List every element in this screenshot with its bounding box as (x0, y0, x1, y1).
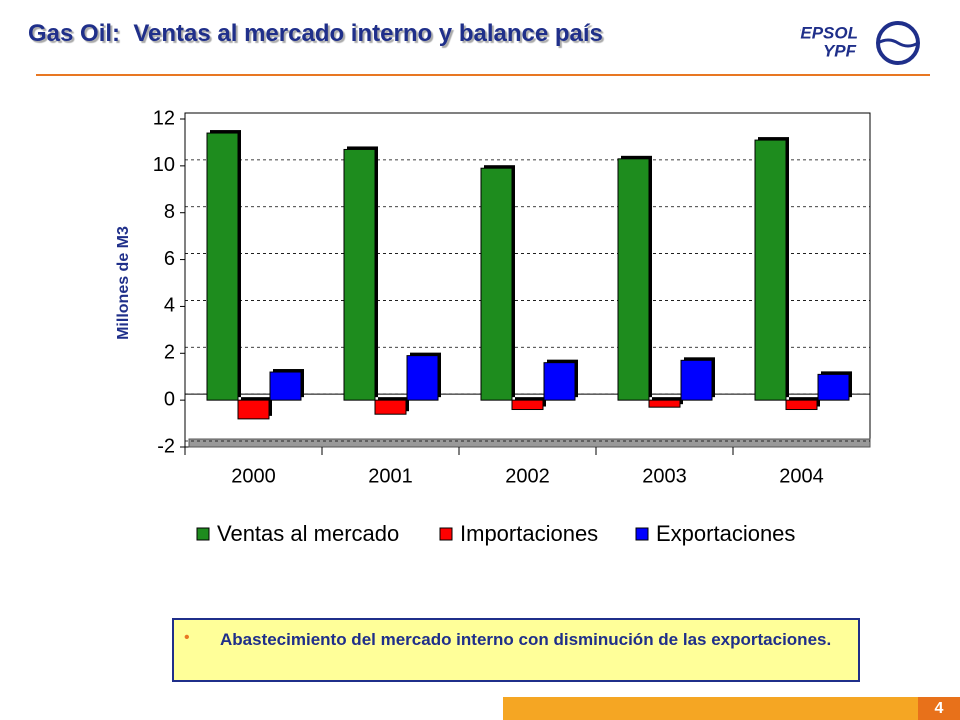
logo: REPSOL YPF (800, 21, 920, 65)
bar (237, 399, 270, 420)
legend-label: Importaciones (460, 521, 598, 546)
y-tick-label: -2 (157, 435, 175, 457)
legend-swatch (439, 527, 453, 541)
y-tick-label: 8 (164, 201, 175, 223)
logo-text: YPF (823, 41, 857, 60)
chart: -2 0 2 4 6 8 10 12 Millones de M3 2000 2001 2002 200… (115, 107, 871, 546)
legend-swatch (635, 527, 649, 541)
bar (374, 399, 407, 415)
bar (543, 362, 576, 401)
bullet-dot: • (184, 629, 190, 646)
logo-text: REPSOL (800, 23, 858, 42)
note-text: Abastecimiento del mercado interno con d… (220, 630, 832, 649)
y-axis-label: Millones de M3 (115, 226, 132, 340)
logo-wave (877, 38, 919, 48)
y-tick-label: 4 (164, 295, 175, 317)
note-box: • Abastecimiento del mercado interno con… (172, 618, 860, 682)
x-tick-label: 2003 (642, 465, 687, 487)
bar (511, 399, 544, 411)
slide-title: Gas Oil: Ventas al mercado interno y bal… (28, 20, 603, 47)
y-tick-label: 2 (164, 342, 175, 364)
title-rule (36, 74, 930, 76)
bar (785, 399, 818, 411)
bar (343, 148, 376, 401)
x-tick-label: 2000 (231, 465, 276, 487)
y-tick-label: 10 (153, 154, 175, 176)
bar (680, 359, 713, 401)
bar (480, 167, 513, 401)
bar (648, 399, 681, 408)
x-tick-label: 2001 (368, 465, 413, 487)
bar (754, 139, 787, 401)
legend-label: Exportaciones (656, 521, 795, 546)
bar (206, 132, 239, 401)
x-tick-label: 2002 (505, 465, 550, 487)
bar (406, 355, 439, 401)
legend-swatch (196, 527, 210, 541)
page-number: 4 (918, 697, 960, 720)
y-tick-label: 12 (153, 107, 175, 129)
footer-bar (503, 697, 960, 720)
bar (617, 158, 650, 401)
y-tick-label: 6 (164, 248, 175, 270)
bar (817, 373, 850, 401)
legend-label: Ventas al mercado (217, 521, 399, 546)
floor (188, 438, 871, 448)
bar (269, 371, 302, 401)
y-tick-label: 0 (164, 388, 175, 410)
x-tick-label: 2004 (779, 465, 824, 487)
